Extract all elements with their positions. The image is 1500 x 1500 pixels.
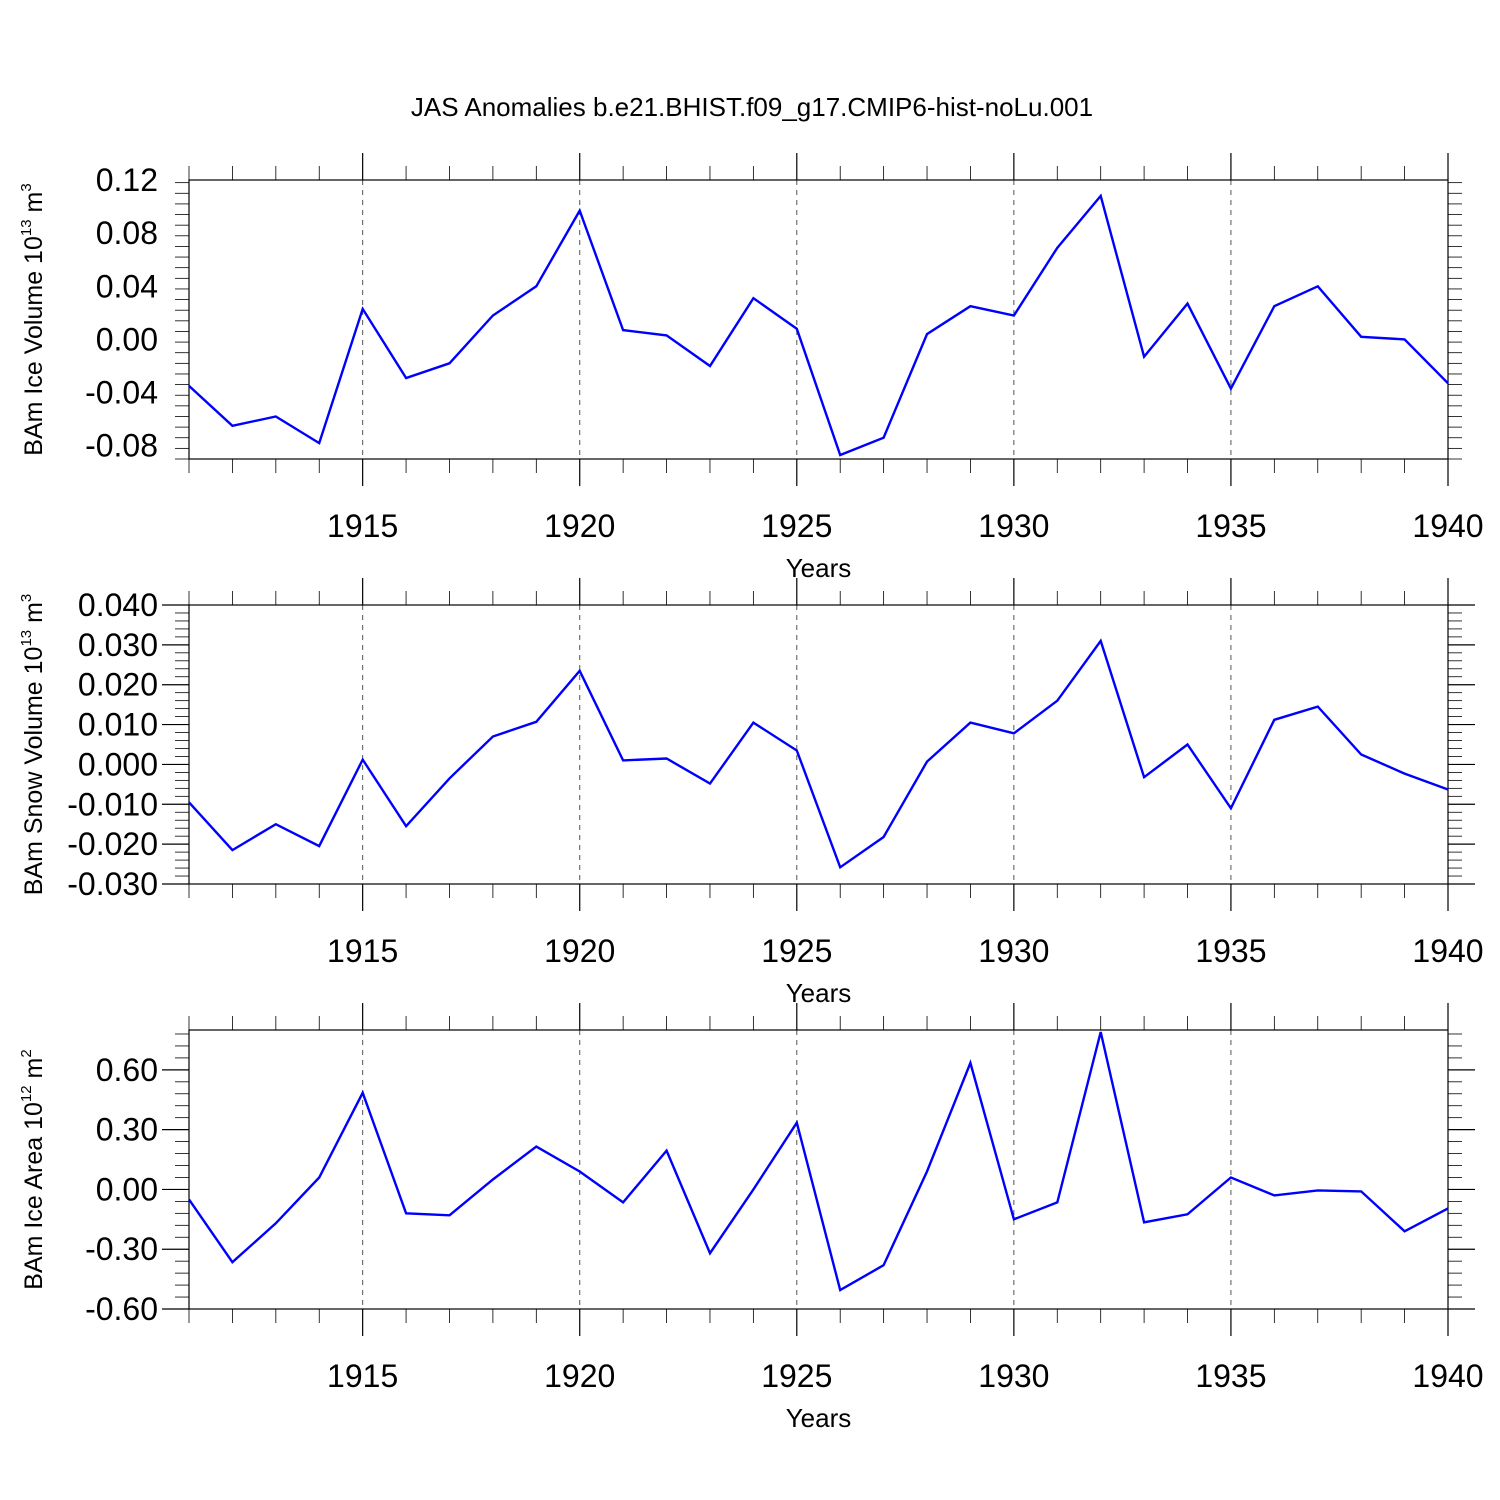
y-tick-label: 0.04 bbox=[96, 268, 158, 304]
series-line bbox=[188, 193, 1449, 457]
x-tick-label: 1930 bbox=[978, 1358, 1049, 1394]
chart-title: JAS Anomalies b.e21.BHIST.f09_g17.CMIP6-… bbox=[411, 92, 1093, 122]
y-tick-label: 0.030 bbox=[78, 627, 158, 663]
y-axis-label: BAm Ice Area 1012 m2 bbox=[18, 1049, 48, 1289]
y-tick-label: 0.30 bbox=[96, 1112, 158, 1148]
x-axis-label: Years bbox=[786, 1403, 852, 1433]
x-tick-label: 1915 bbox=[327, 508, 398, 544]
series-line bbox=[188, 1031, 1449, 1292]
y-tick-label: -0.020 bbox=[67, 826, 158, 862]
x-tick-label: 1935 bbox=[1195, 1358, 1266, 1394]
panel-1: 0.12 0.08 0.04 0.00 -0.04 -0.08 1915 1920 1925 19… bbox=[18, 153, 1484, 583]
y-tick-label: -0.60 bbox=[85, 1291, 158, 1327]
y-tick-label: 0.00 bbox=[96, 321, 158, 357]
y-axis-label: BAm Ice Volume 1013 m3 bbox=[18, 183, 48, 455]
x-tick-label: 1925 bbox=[761, 1358, 832, 1394]
x-tick-label: 1930 bbox=[978, 508, 1049, 544]
y-tick-label: 0.010 bbox=[78, 707, 158, 743]
x-tick-label: 1930 bbox=[978, 933, 1049, 969]
y-tick-label: 0.040 bbox=[78, 587, 158, 623]
x-axis-label: Years bbox=[786, 978, 852, 1008]
plot-frame bbox=[188, 179, 1449, 460]
y-tick-label: -0.010 bbox=[67, 786, 158, 822]
x-tick-label: 1940 bbox=[1412, 508, 1483, 544]
x-tick-label: 1935 bbox=[1195, 933, 1266, 969]
y-tick-label: -0.04 bbox=[85, 375, 158, 411]
y-tick-label: 0.08 bbox=[96, 215, 158, 251]
x-tick-label: 1920 bbox=[544, 508, 615, 544]
y-tick-label: 0.60 bbox=[96, 1052, 158, 1088]
x-tick-label: 1925 bbox=[761, 508, 832, 544]
series-line bbox=[188, 638, 1449, 870]
y-tick-label: 0.000 bbox=[78, 746, 158, 782]
x-tick-label: 1920 bbox=[544, 1358, 615, 1394]
y-tick-label: -0.030 bbox=[67, 866, 158, 902]
y-tick-label: 0.020 bbox=[78, 667, 158, 703]
y-tick-label: -0.08 bbox=[85, 428, 158, 464]
x-axis-label: Years bbox=[786, 553, 852, 583]
x-tick-label: 1915 bbox=[327, 1358, 398, 1394]
x-tick-label: 1940 bbox=[1412, 1358, 1483, 1394]
y-tick-label: 0.00 bbox=[96, 1171, 158, 1207]
plot-frame bbox=[188, 604, 1449, 885]
y-axis-label: BAm Snow Volume 1013 m3 bbox=[18, 594, 48, 896]
x-tick-label: 1925 bbox=[761, 933, 832, 969]
x-tick-label: 1915 bbox=[327, 933, 398, 969]
y-tick-label: 0.12 bbox=[96, 162, 158, 198]
plot-frame bbox=[188, 1029, 1449, 1310]
x-tick-label: 1935 bbox=[1195, 508, 1266, 544]
panel-3: 0.60 0.30 0.00 -0.30 -0.60 1915 1920 1925 1930 19… bbox=[18, 1003, 1484, 1433]
x-tick-label: 1920 bbox=[544, 933, 615, 969]
x-tick-label: 1940 bbox=[1412, 933, 1483, 969]
y-tick-label: -0.30 bbox=[85, 1231, 158, 1267]
